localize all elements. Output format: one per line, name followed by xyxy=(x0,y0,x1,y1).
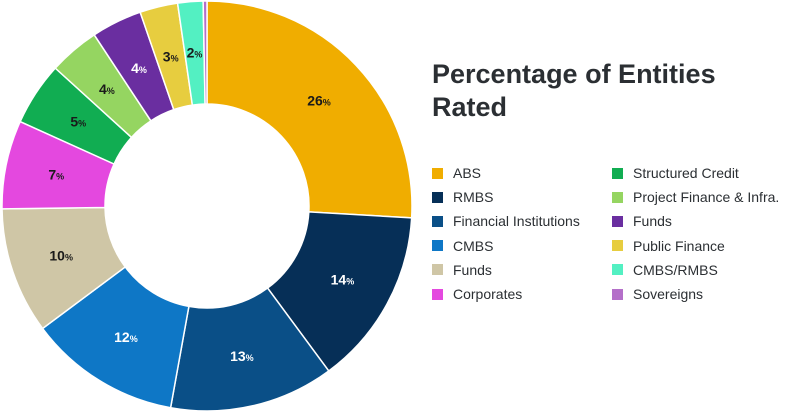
legend-label: ABS xyxy=(453,165,482,181)
legend-label: CMBS/RMBS xyxy=(633,261,718,278)
legend-swatch xyxy=(432,288,443,300)
slice-label-funds-4: 10% xyxy=(49,248,73,264)
chart-title: Percentage of Entities Rated xyxy=(432,59,716,122)
slice-label-cmbs-rmbs-10: 2% xyxy=(187,45,203,61)
legend-swatch xyxy=(612,167,623,179)
slice-label-financial-institutions-2: 13% xyxy=(230,348,254,364)
legend-label: RMBS xyxy=(453,189,494,206)
legend-swatch xyxy=(612,191,623,203)
slice-label-funds-8: 4% xyxy=(131,60,147,76)
slice-rmbs-1 xyxy=(266,211,413,372)
legend-item-cmbs-rmbs-10: CMBS/RMBS xyxy=(612,260,718,280)
legend-item-financial-institutions-2: Financial Institutions xyxy=(432,211,580,231)
slice-label-abs-0: 26% xyxy=(307,92,331,108)
legend-item-cmbs-3: CMBS xyxy=(432,236,493,256)
legend-label: CMBS xyxy=(453,237,494,254)
legend-swatch xyxy=(612,288,623,300)
legend-item-project-finance-infra-7: Project Finance & Infra. xyxy=(612,187,779,207)
legend-swatch xyxy=(612,215,623,227)
legend-label: Public Finance xyxy=(633,237,725,254)
legend-swatch xyxy=(432,264,443,276)
legend-item-corporates-5: Corporates xyxy=(432,284,522,304)
slice-label-project-finance-infra-7: 4% xyxy=(99,81,115,97)
legend-swatch xyxy=(432,191,443,203)
slice-label-structured-credit-6: 5% xyxy=(70,113,86,129)
donut-chart: 26% 14% 13% 12% 10% 7% 5% 4% 4% 3% 2% xyxy=(1,0,413,412)
legend-item-funds-8: Funds xyxy=(612,211,672,231)
legend-item-funds-4: Funds xyxy=(432,260,492,280)
legend-item-rmbs-1: RMBS xyxy=(432,187,493,207)
legend-item-structured-credit-6: Structured Credit xyxy=(612,163,739,183)
legend-item-public-finance-9: Public Finance xyxy=(612,236,725,256)
slice-label-corporates-5: 7% xyxy=(48,167,64,183)
legend-label: Sovereigns xyxy=(633,286,704,302)
slice-label-cmbs-3: 12% xyxy=(114,329,138,345)
legend-label: Funds xyxy=(453,261,492,278)
legend-label: Project Finance & Infra. xyxy=(633,189,780,206)
legend-swatch xyxy=(432,167,443,179)
legend-label: Structured Credit xyxy=(633,165,739,181)
legend-label: Corporates xyxy=(453,286,523,302)
slice-label-public-finance-9: 3% xyxy=(163,48,179,64)
slice-label-rmbs-1: 14% xyxy=(331,271,355,287)
legend-swatch xyxy=(432,215,443,227)
legend-label: Funds xyxy=(633,213,672,230)
legend-swatch xyxy=(432,240,443,252)
legend-item-sovereigns-11: Sovereigns xyxy=(612,284,703,304)
slice-abs-0 xyxy=(206,0,413,219)
chart-legend: ABS RMBS Financial Institutions CMBS Funds Co… xyxy=(432,163,792,303)
legend-label: Financial Institutions xyxy=(453,213,580,230)
slice-sovereigns-11 xyxy=(202,0,208,105)
legend-swatch xyxy=(612,264,623,276)
legend-item-abs-0: ABS xyxy=(432,163,481,183)
legend-swatch xyxy=(612,240,623,252)
